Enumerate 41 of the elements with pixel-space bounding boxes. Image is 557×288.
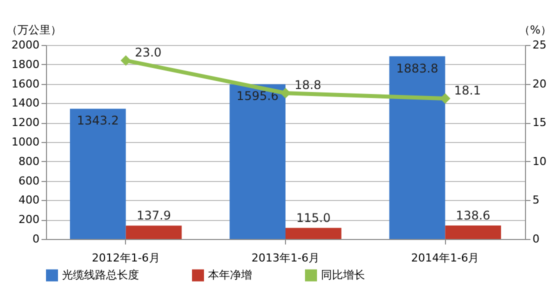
y-tick-label: 400 [18, 194, 40, 207]
legend-label: 光缆线路总长度 [62, 268, 139, 282]
y-tick-label: 1600 [12, 77, 40, 90]
y2-tick-label: 20 [532, 77, 546, 90]
data-label: 115.0 [296, 210, 331, 225]
data-label: 1595.6 [236, 89, 279, 104]
y2-tick-label: 25 [532, 38, 546, 52]
data-label: 23.0 [134, 46, 162, 60]
bar [286, 228, 342, 239]
y-axis-title: （万公里） [6, 24, 62, 36]
y2-tick-label: 15 [532, 116, 546, 130]
bar [70, 108, 126, 239]
data-label: 1883.8 [396, 61, 438, 76]
y2-tick-label: 5 [532, 194, 540, 207]
x-tick-label: 2012年1-6月 [92, 252, 160, 264]
x-tick-label: 2013年1-6月 [252, 252, 320, 264]
bar [445, 226, 502, 239]
data-label: 18.8 [294, 78, 322, 92]
y2-axis-title: （%） [519, 24, 552, 36]
bar [230, 84, 286, 239]
data-label: 18.1 [454, 84, 481, 98]
y-tick-label: 1200 [12, 116, 40, 130]
data-label: 1343.2 [76, 114, 119, 128]
y-tick-label: 2000 [12, 38, 40, 52]
y-tick-label: 200 [18, 213, 40, 226]
legend-label: 同比增长 [321, 268, 365, 282]
x-tick-label: 2014年1-6月 [411, 252, 480, 264]
y2-tick-label: 10 [532, 154, 546, 168]
y-tick-label: 800 [18, 154, 40, 168]
legend-label: 本年净增 [208, 268, 252, 282]
y-tick-label: 600 [18, 174, 40, 188]
y2-tick-label: 0 [532, 232, 540, 246]
bar [126, 226, 182, 239]
y-tick-label: 1400 [12, 96, 40, 110]
y-tick-label: 1800 [12, 58, 40, 71]
y-tick-label: 0 [32, 232, 40, 246]
y-tick-label: 1000 [12, 136, 40, 148]
point [120, 55, 132, 66]
data-label: 138.6 [456, 208, 490, 223]
bar [389, 56, 446, 239]
data-label: 137.9 [136, 208, 171, 223]
